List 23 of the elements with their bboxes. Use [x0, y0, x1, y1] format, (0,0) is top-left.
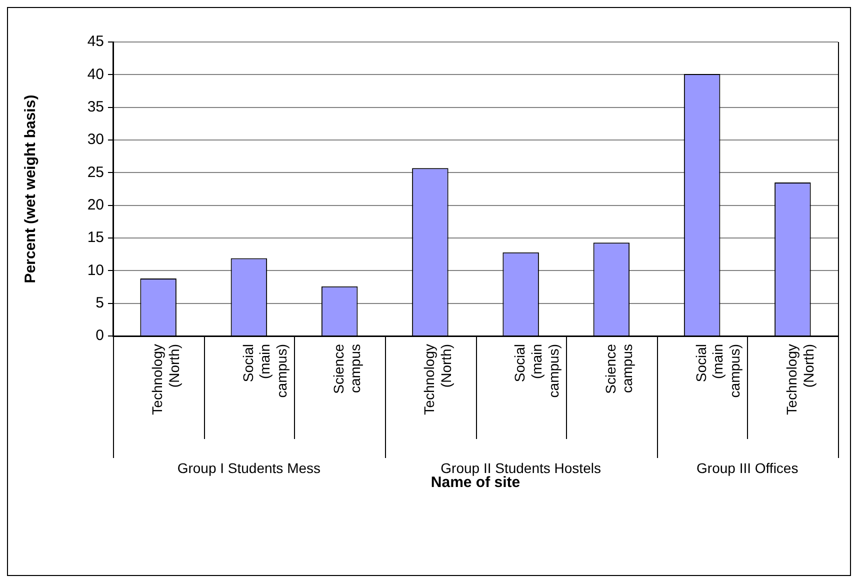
y-tick-label: 40: [87, 66, 104, 83]
y-tick-label: 5: [96, 294, 104, 312]
y-axis-title: Percent (wet weight basis): [22, 94, 40, 284]
y-tick-label: 10: [87, 262, 104, 279]
x-tick-label: Social (main campus): [512, 344, 562, 398]
y-tick-label: 45: [87, 33, 104, 50]
y-tick-label: 25: [87, 164, 104, 181]
x-tick-label: Technology (North): [784, 344, 816, 415]
x-tick-label: Science campus: [330, 344, 364, 394]
y-tick-label: 20: [87, 196, 104, 214]
y-tick-label: 0: [96, 327, 104, 344]
x-tick-label: Social (main campus): [692, 344, 743, 398]
x-tick-label: Science campus: [602, 344, 636, 394]
y-tick-label: 35: [87, 98, 104, 116]
x-tick-label: Technology (North): [421, 344, 454, 415]
y-tick-label: 15: [87, 229, 104, 246]
text: Group II Students Hostels: [440, 460, 601, 476]
x-axis-title: Name of site: [430, 474, 520, 492]
x-tick-label: Technology (North): [149, 344, 182, 415]
x-tick-label: Social (main campus): [240, 344, 290, 398]
y-tick-label: 30: [87, 131, 104, 148]
text: Group I Students Mess: [177, 460, 321, 476]
text: Group III Offices: [696, 460, 798, 476]
